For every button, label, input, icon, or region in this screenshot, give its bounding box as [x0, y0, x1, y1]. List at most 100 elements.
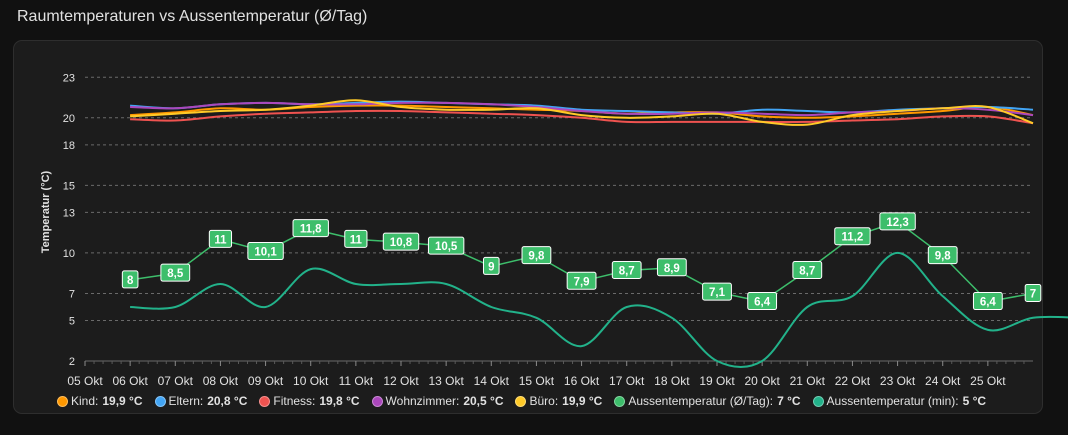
data-label: 12,3 — [879, 212, 916, 231]
data-label: 10,5 — [427, 236, 465, 255]
svg-text:11: 11 — [214, 234, 227, 246]
legend-label: Aussentemperatur (min): — [826, 394, 959, 408]
x-tick-label: 07 Okt — [158, 374, 194, 388]
y-axis-ticks: 2 5 7 10 13 15 18 20 23 — [63, 72, 75, 368]
legend-marker — [57, 395, 68, 407]
legend-value: 20,5 °C — [463, 394, 504, 408]
legend-item-aussentemperatur-tag[interactable]: Aussentemperatur (Ø/Tag): 7 °C — [614, 394, 801, 408]
legend-label: Kind: — [71, 394, 99, 408]
series-line-fitness — [130, 109, 1034, 125]
svg-text:9,8: 9,8 — [528, 251, 545, 263]
svg-text:7: 7 — [1030, 288, 1036, 300]
legend-value: 19,8 °C — [319, 394, 360, 408]
y-tick-label: 13 — [63, 207, 75, 219]
y-tick-label: 15 — [63, 180, 75, 192]
page-title: Raumtemperaturen vs Aussentemperatur (Ø/… — [17, 8, 368, 25]
data-label: 10,8 — [382, 232, 420, 251]
x-tick-label: 12 Okt — [383, 374, 419, 388]
svg-text:7,9: 7,9 — [574, 276, 590, 288]
x-tick-label: 23 Okt — [880, 374, 916, 388]
y-tick-label: 2 — [69, 356, 75, 368]
x-tick-label: 09 Okt — [248, 374, 284, 388]
legend-label: Büro: — [529, 394, 559, 408]
x-tick-label: 18 Okt — [654, 374, 690, 388]
series-lines — [129, 99, 1068, 369]
data-label: 8,5 — [160, 263, 191, 282]
svg-text:8,7: 8,7 — [799, 265, 815, 277]
legend-value: 7 °C — [777, 394, 801, 408]
legend-item-b-ro[interactable]: Büro: 19,9 °C — [515, 394, 602, 408]
x-tick-label: 08 Okt — [203, 374, 239, 388]
data-label: 10,1 — [247, 242, 284, 261]
y-axis-label: Temperatur (°C) — [40, 170, 52, 253]
svg-text:9,8: 9,8 — [935, 251, 952, 263]
chart-card — [13, 40, 1043, 414]
legend-value: 5 °C — [962, 394, 987, 408]
data-label: 8,7 — [792, 260, 823, 279]
data-label: 6,4 — [972, 292, 1003, 311]
data-label: 8,7 — [611, 260, 642, 279]
data-labels: 8 8,5 11 10,1 11,8 11 10,8 10,5 9 9,8 7,9 8,7 8,9 7,1… — [121, 212, 1042, 311]
svg-text:8,5: 8,5 — [167, 268, 184, 280]
x-tick-label: 20 Okt — [744, 374, 780, 388]
legend-item-aussentemperatur-min[interactable]: Aussentemperatur (min): 5 °C — [812, 394, 987, 408]
svg-text:12,3: 12,3 — [886, 217, 908, 229]
legend-label: Aussentemperatur (Ø/Tag): — [628, 394, 774, 408]
legend-item-wohnzimmer[interactable]: Wohnzimmer: 20,5 °C — [371, 394, 504, 408]
x-tick-label: 05 Okt — [67, 374, 103, 388]
data-label: 7 — [1024, 283, 1042, 302]
legend-value: 20,8 °C — [207, 394, 248, 408]
legend-value: 19,9 °C — [102, 394, 143, 408]
series-line-aussentemperatur-min — [130, 251, 1068, 369]
x-axis-ticks: 05 Okt 06 Okt 07 Okt 08 Okt 09 Okt 10 Okt 11 O… — [67, 361, 1025, 388]
series-line-b-ro — [130, 99, 1034, 126]
data-label: 9 — [482, 256, 500, 275]
chart-legend: Kind: 19,9 °C Eltern: 20,8 °C Fitness: 19,8 °… — [57, 391, 998, 411]
data-label: 8,9 — [656, 258, 687, 277]
svg-text:11,2: 11,2 — [842, 232, 864, 244]
svg-text:9: 9 — [488, 261, 494, 273]
y-tick-label: 20 — [63, 113, 75, 125]
x-tick-label: 15 Okt — [519, 374, 555, 388]
x-tick-label: 06 Okt — [112, 374, 148, 388]
svg-text:11: 11 — [350, 234, 363, 246]
y-tick-label: 10 — [63, 248, 75, 260]
legend-item-kind[interactable]: Kind: 19,9 °C — [57, 394, 143, 408]
x-tick-label: 14 Okt — [474, 374, 510, 388]
x-tick-label: 19 Okt — [699, 374, 735, 388]
svg-text:8: 8 — [127, 275, 134, 287]
legend-item-eltern[interactable]: Eltern: 20,8 °C — [154, 394, 248, 408]
svg-text:10,1: 10,1 — [254, 247, 277, 259]
legend-marker — [614, 395, 626, 407]
grid-lines — [85, 76, 1033, 362]
legend-item-fitness[interactable]: Fitness: 19,8 °C — [259, 394, 360, 408]
data-label: 8 — [121, 270, 139, 289]
y-tick-label: 7 — [69, 288, 75, 300]
svg-text:8,7: 8,7 — [619, 265, 635, 277]
data-label: 7,1 — [702, 282, 732, 301]
data-label: 7,9 — [566, 271, 597, 290]
x-tick-label: 21 Okt — [790, 374, 826, 388]
legend-value: 19,9 °C — [562, 394, 603, 408]
legend-marker — [812, 395, 824, 407]
y-tick-label: 23 — [63, 72, 75, 84]
x-tick-label: 24 Okt — [925, 374, 961, 388]
data-label: 11,8 — [292, 219, 329, 238]
svg-text:6,4: 6,4 — [754, 297, 771, 309]
legend-label: Wohnzimmer: — [385, 394, 460, 408]
x-tick-label: 11 Okt — [339, 374, 374, 388]
data-label: 9,8 — [521, 246, 552, 265]
data-label: 11 — [208, 229, 233, 248]
legend-label: Fitness: — [273, 394, 316, 408]
data-label: 11,2 — [834, 227, 871, 246]
data-label: 6,4 — [747, 292, 778, 311]
legend-marker — [154, 395, 166, 407]
legend-marker — [515, 395, 527, 407]
svg-text:7,1: 7,1 — [709, 287, 726, 299]
x-tick-label: 25 Okt — [970, 374, 1006, 388]
svg-text:11,8: 11,8 — [300, 224, 322, 236]
x-tick-label: 10 Okt — [293, 374, 329, 388]
y-tick-label: 18 — [63, 140, 75, 152]
data-label: 11 — [344, 229, 368, 248]
